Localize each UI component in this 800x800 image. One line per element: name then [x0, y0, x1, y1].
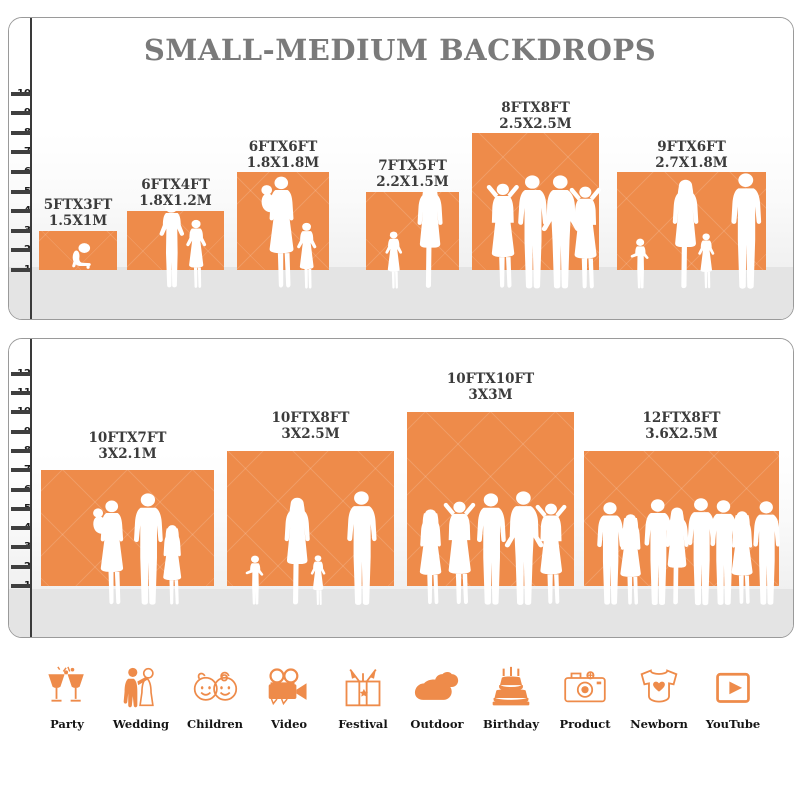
use-case-item[interactable]: Festival — [326, 660, 400, 731]
backdrop-size-label: 10FTX7FT 3X2.1M — [41, 430, 214, 462]
backdrop-size-m: 1.5X1M — [48, 212, 108, 229]
use-case-label: Product — [559, 717, 611, 731]
y-axis-tick-mark — [11, 248, 31, 253]
backdrop-size-label: 8FTX8FT 2.5X2.5M — [472, 100, 599, 132]
party-glasses-icon — [45, 660, 89, 714]
use-case-item[interactable]: Party — [30, 660, 104, 731]
backdrop-size-bar[interactable] — [127, 211, 224, 270]
use-case-item[interactable]: Outdoor — [400, 660, 474, 731]
backdrop-size-bar[interactable] — [366, 191, 459, 270]
backdrop-size-bar[interactable] — [407, 412, 574, 586]
use-case-item[interactable]: Children — [178, 660, 252, 731]
use-case-icon-strip: Party Wedding Children — [8, 660, 792, 760]
backdrop-size-m: 3X2.5M — [281, 425, 340, 442]
panel-medium-large: 123456789101112 10FTX7FT3X2.1M10FTX8FT3X… — [8, 338, 794, 638]
use-case-item[interactable]: Birthday — [474, 660, 548, 731]
y-axis-tick-mark — [11, 410, 31, 415]
backdrop-size-m: 1.8X1.8M — [246, 154, 320, 171]
y-axis-tick-mark — [11, 189, 31, 194]
backdrop-size-m: 2.7X1.8M — [655, 154, 728, 171]
backdrop-size-ft: 6FTX4FT — [141, 177, 210, 193]
y-axis-tick-mark — [11, 371, 31, 376]
backdrop-size-label: 10FTX8FT 3X2.5M — [227, 410, 394, 442]
backdrop-size-ft: 5FTX3FT — [43, 197, 113, 213]
use-case-label: YouTube — [705, 717, 761, 731]
floor-band — [9, 589, 793, 637]
y-axis-bottom — [30, 339, 32, 637]
backdrop-size-label: 7FTX5FT 2.2X1.5M — [366, 158, 459, 190]
wedding-couple-icon — [120, 660, 162, 714]
use-case-label: Party — [50, 717, 84, 731]
backdrop-size-label: 10FTX10FT 3X3M — [407, 371, 574, 403]
use-case-label: Newborn — [630, 717, 688, 731]
product-camera-icon — [562, 660, 608, 714]
use-case-label: Children — [186, 717, 244, 731]
y-axis-tick-mark — [11, 468, 31, 473]
use-case-label: Festival — [338, 717, 388, 731]
backdrop-size-bar[interactable] — [472, 132, 599, 270]
festival-gift-icon — [341, 660, 385, 714]
backdrop-size-label: 5FTX3FT 1.5X1M — [39, 197, 117, 229]
backdrop-size-ft: 10FTX8FT — [271, 410, 350, 426]
use-case-label: Birthday — [483, 717, 539, 731]
backdrop-size-m: 3X3M — [468, 386, 513, 403]
outdoor-cloud-icon — [414, 660, 460, 714]
y-axis-tick-mark — [11, 91, 31, 96]
y-axis-tick-mark — [11, 130, 31, 135]
video-camera-icon — [265, 660, 313, 714]
backdrop-size-label: 9FTX6FT 2.7X1.8M — [617, 139, 766, 171]
backdrop-size-ft: 6FTX6FT — [248, 139, 318, 155]
y-axis-tick-mark — [11, 429, 31, 434]
floor-band — [9, 267, 793, 319]
backdrop-size-ft: 12FTX8FT — [642, 410, 721, 426]
use-case-item[interactable]: YouTube — [696, 660, 770, 731]
backdrop-size-m: 3.6X2.5M — [645, 425, 718, 442]
backdrop-size-bar[interactable] — [584, 450, 779, 586]
backdrop-size-label: 6FTX6FT 1.8X1.8M — [237, 139, 329, 171]
y-axis-tick-mark — [11, 209, 31, 214]
backdrop-size-m: 1.8X1.2M — [139, 192, 212, 209]
y-axis-tick-mark — [11, 564, 31, 569]
y-axis-tick-mark — [11, 584, 31, 588]
use-case-item[interactable]: Product — [548, 660, 622, 731]
y-axis-tick-mark — [11, 111, 31, 116]
backdrop-size-ft: 8FTX8FT — [501, 100, 570, 116]
y-axis-tick-mark — [11, 448, 31, 453]
backdrop-size-bar[interactable] — [39, 230, 117, 270]
backdrop-size-label: 6FTX4FT 1.8X1.2M — [127, 177, 224, 209]
children-faces-icon — [191, 660, 239, 714]
use-case-label: Outdoor — [410, 717, 464, 731]
birthday-cake-icon — [489, 660, 533, 714]
y-axis-tick-mark — [11, 268, 31, 272]
backdrop-size-ft: 10FTX10FT — [446, 371, 535, 387]
youtube-play-icon — [713, 660, 753, 714]
y-axis-tick-mark — [11, 487, 31, 492]
backdrop-size-ft: 10FTX7FT — [88, 430, 167, 446]
backdrop-size-bar[interactable] — [41, 470, 214, 586]
use-case-item[interactable]: Video — [252, 660, 326, 731]
y-axis-tick-mark — [11, 150, 31, 155]
backdrop-size-label: 12FTX8FT 3.6X2.5M — [584, 410, 779, 442]
use-case-label: Wedding — [112, 717, 170, 731]
y-axis-tick-mark — [11, 506, 31, 511]
y-axis-tick-mark — [11, 170, 31, 174]
use-case-item[interactable]: Newborn — [622, 660, 696, 731]
newborn-onesie-icon — [638, 660, 680, 714]
backdrop-size-bar[interactable] — [617, 172, 766, 270]
backdrop-size-ft: 9FTX6FT — [657, 139, 726, 155]
backdrop-size-m: 2.5X2.5M — [499, 115, 572, 132]
y-axis-tick-mark — [11, 526, 31, 531]
y-axis-tick-mark — [11, 228, 31, 233]
use-case-item[interactable]: Wedding — [104, 660, 178, 731]
backdrop-size-m: 3X2.1M — [98, 445, 157, 462]
backdrop-size-ft: 7FTX5FT — [378, 158, 447, 174]
y-axis-tick-mark — [11, 391, 31, 395]
y-axis-tick-mark — [11, 545, 31, 550]
use-case-label: Video — [270, 717, 308, 731]
page-title: SMALL-MEDIUM BACKDROPS — [143, 33, 657, 67]
backdrop-size-m: 2.2X1.5M — [376, 173, 449, 190]
backdrop-size-bar[interactable] — [237, 172, 329, 270]
backdrop-size-bar[interactable] — [227, 450, 394, 586]
